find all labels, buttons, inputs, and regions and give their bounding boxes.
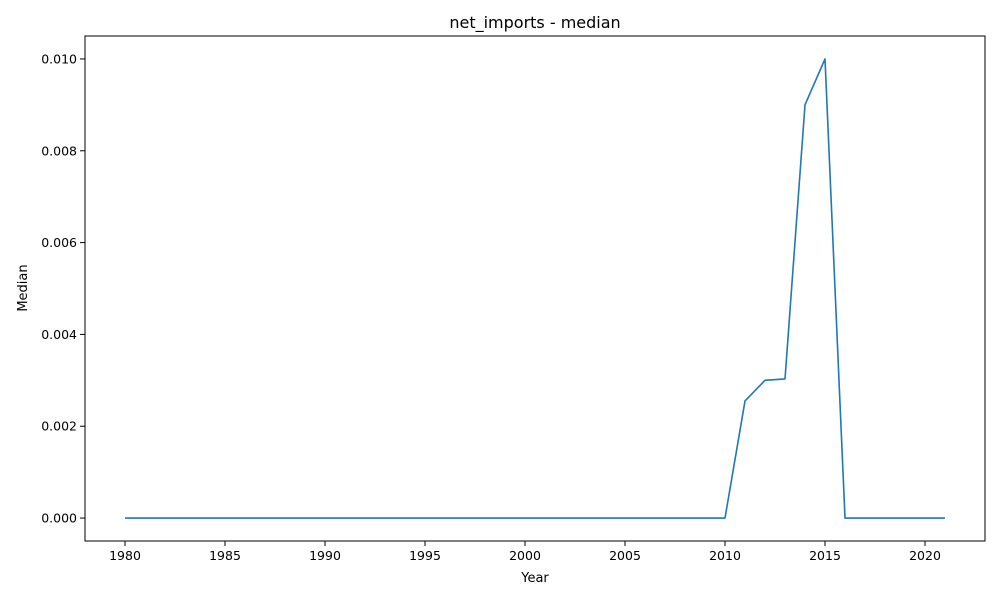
y-tick-label: 0.000 [41, 511, 77, 526]
x-tick-label: 2005 [609, 548, 641, 563]
chart-title: net_imports - median [449, 13, 620, 33]
x-tick-label: 1995 [409, 548, 441, 563]
series-line-median [125, 58, 945, 519]
y-tick-label: 0.006 [41, 235, 77, 250]
x-tick-label: 1980 [109, 548, 141, 563]
x-axis: 1980 1985 1990 1995 2000 2005 2010 2015 2020 [109, 541, 941, 563]
y-tick-label: 0.010 [41, 51, 77, 66]
x-axis-label: Year [520, 571, 549, 586]
y-tick-label: 0.002 [41, 419, 77, 434]
x-tick-label: 2000 [509, 548, 541, 563]
y-tick-label: 0.008 [41, 143, 77, 158]
x-tick-label: 1990 [309, 548, 341, 563]
y-axis-label: Median [16, 264, 31, 311]
x-tick-label: 2015 [809, 548, 841, 563]
y-axis: 0.000 0.002 0.004 0.006 0.008 0.010 [41, 51, 85, 526]
plot-area-frame [84, 35, 986, 542]
y-tick-label: 0.004 [41, 327, 77, 342]
x-tick-label: 2010 [709, 548, 741, 563]
x-tick-label: 2020 [909, 548, 941, 563]
x-tick-label: 1985 [209, 548, 241, 563]
